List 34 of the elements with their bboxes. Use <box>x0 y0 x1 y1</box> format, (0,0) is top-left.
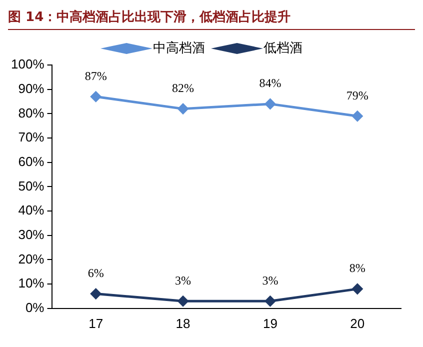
data-label: 8% <box>349 261 366 276</box>
data-label: 3% <box>175 273 192 288</box>
x-tick-label: 19 <box>262 316 278 331</box>
legend-label: 低档酒 <box>264 40 302 56</box>
data-label: 84% <box>259 76 282 90</box>
y-tick-label: 40% <box>18 202 45 218</box>
data-label: 79% <box>346 88 368 102</box>
y-tick-label: 20% <box>18 251 45 266</box>
y-tick-label: 80% <box>18 105 45 120</box>
point <box>264 98 276 110</box>
point <box>352 284 363 294</box>
chart-title: 图 14：中高档酒占比出现下滑，低档酒占比提升 <box>8 8 415 30</box>
x-tick-label: 17 <box>88 316 104 331</box>
legend-label: 中高档酒 <box>153 40 205 56</box>
y-tick-label: 100% <box>11 56 45 72</box>
y-tick-label: 70% <box>18 130 45 145</box>
point <box>90 91 102 102</box>
data-label: 82% <box>172 80 194 95</box>
data-label: 87% <box>84 68 107 83</box>
point <box>178 104 188 114</box>
data-label: 3% <box>262 273 278 288</box>
y-tick-label: 10% <box>18 276 45 291</box>
x-tick-label: 18 <box>176 316 190 331</box>
y-tick-label: 60% <box>18 154 45 169</box>
point <box>178 296 188 306</box>
point <box>264 296 276 306</box>
point <box>352 110 363 122</box>
y-tick-label: 90% <box>18 80 45 96</box>
y-tick-label: 30% <box>18 226 45 242</box>
data-label: 6% <box>88 266 104 280</box>
y-tick-label: 50% <box>18 178 45 194</box>
x-tick-label: 20 <box>350 316 365 331</box>
y-tick-label: 0% <box>25 300 45 315</box>
point <box>90 288 102 300</box>
